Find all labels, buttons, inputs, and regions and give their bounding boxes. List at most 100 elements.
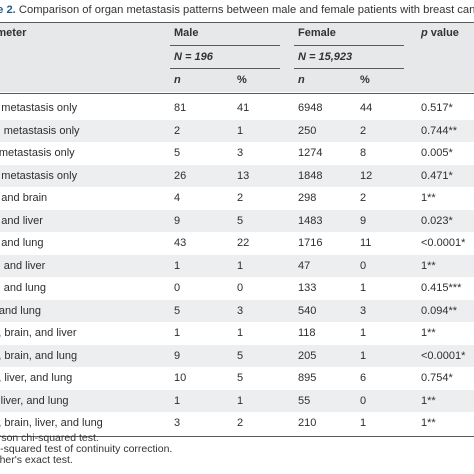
female-count: 1483 bbox=[298, 214, 323, 227]
table-title: Comparison of organ metastasis patterns … bbox=[18, 4, 474, 16]
female-percent: 11 bbox=[360, 237, 372, 249]
p-value: 0.744** bbox=[421, 124, 458, 137]
female-percent: 8 bbox=[360, 147, 367, 159]
table-row: ne and brain 4 2 298 2 1** bbox=[0, 187, 474, 210]
p-value: <0.0001* bbox=[421, 349, 466, 362]
female-percent: 3 bbox=[360, 304, 367, 317]
female-total: N = 15,923 bbox=[298, 51, 353, 63]
p-value: 1** bbox=[421, 394, 436, 407]
female-count: 540 bbox=[298, 304, 317, 317]
male-count: 3 bbox=[174, 417, 181, 429]
table-row: er and lung 5 3 540 3 0.094** bbox=[0, 299, 474, 322]
female-count: 133 bbox=[298, 282, 317, 294]
table-row: ne and lung 43 22 1716 11 <0.0001* bbox=[0, 232, 474, 255]
table-row: ne, brain, and lung 9 5 205 1 <0.0001* bbox=[0, 344, 474, 367]
row-parameter: ain metastasis only bbox=[0, 124, 80, 137]
male-percent: 22 bbox=[237, 237, 250, 249]
p-value: 0.517* bbox=[421, 102, 453, 114]
table-header bbox=[0, 22, 474, 92]
row-parameter: ne, liver, and lung bbox=[0, 372, 73, 384]
female-percent: 0 bbox=[360, 394, 367, 407]
female-percent: 1 bbox=[360, 417, 367, 429]
footnote: isher's exact test. bbox=[0, 454, 73, 466]
table-row: ain and liver 1 1 47 0 1** bbox=[0, 254, 474, 277]
table-row: ne, liver, and lung 10 5 895 6 0.754* bbox=[0, 367, 474, 390]
row-parameter: ne, brain, and liver bbox=[0, 327, 77, 339]
female-sub-rule bbox=[294, 68, 404, 69]
row-parameter: ne metastasis only bbox=[0, 102, 78, 114]
male-percent: 0 bbox=[237, 282, 244, 294]
row-parameter: ng metastasis only bbox=[0, 169, 78, 182]
female-count: 1274 bbox=[298, 147, 323, 159]
table-row: ne metastasis only 81 41 6948 44 0.517* bbox=[0, 97, 474, 120]
male-percent: 5 bbox=[237, 372, 244, 384]
table-bottom-rule bbox=[0, 435, 474, 437]
p-value: 0.005* bbox=[421, 147, 453, 159]
female-count: 47 bbox=[298, 259, 311, 272]
row-parameter: ain and liver bbox=[0, 259, 46, 272]
male-percent: 13 bbox=[237, 169, 250, 182]
female-count: 1716 bbox=[298, 237, 323, 249]
p-value: 1** bbox=[421, 192, 436, 204]
male-percent: 3 bbox=[237, 304, 244, 317]
p-value: <0.0001* bbox=[421, 237, 466, 249]
row-parameter: ne and lung bbox=[0, 237, 44, 249]
male-count: 26 bbox=[174, 169, 187, 182]
female-percent: 12 bbox=[360, 169, 373, 182]
row-parameter: er and lung bbox=[0, 304, 42, 317]
male-percent: 1 bbox=[237, 394, 244, 407]
male-total: N = 196 bbox=[174, 51, 213, 63]
female-count: 250 bbox=[298, 124, 317, 137]
p-value: 0.471* bbox=[421, 169, 453, 182]
p-value: 0.754* bbox=[421, 372, 453, 384]
row-parameter: in, liver, and lung bbox=[0, 394, 69, 407]
female-n-header: n bbox=[298, 74, 305, 86]
table-row: er metastasis only 5 3 1274 8 0.005* bbox=[0, 142, 474, 165]
table-caption: le 2. Comparison of organ metastasis pat… bbox=[0, 4, 474, 16]
female-percent: 6 bbox=[360, 372, 367, 384]
male-count: 0 bbox=[174, 282, 181, 294]
male-percent: 41 bbox=[237, 102, 250, 114]
table-label: le 2. bbox=[0, 4, 16, 16]
p-value: 0.415*** bbox=[421, 282, 462, 294]
male-count: 4 bbox=[174, 192, 181, 204]
row-parameter: ne, brain, and lung bbox=[0, 349, 78, 362]
p-value: 1** bbox=[421, 259, 436, 272]
female-percent: 2 bbox=[360, 192, 367, 204]
female-percent: 1 bbox=[360, 282, 367, 294]
header-male: Male bbox=[174, 27, 199, 39]
table-row: ne and liver 9 5 1483 9 0.023* bbox=[0, 209, 474, 232]
female-count: 118 bbox=[298, 327, 316, 339]
male-percent: 2 bbox=[237, 417, 244, 429]
female-count: 895 bbox=[298, 372, 317, 384]
male-percent: 1 bbox=[237, 124, 244, 137]
table-row: ne, brain, and liver 1 1 118 1 1** bbox=[0, 322, 474, 345]
row-parameter: ain and lung bbox=[0, 282, 46, 294]
female-count: 298 bbox=[298, 192, 317, 204]
female-count: 55 bbox=[298, 394, 311, 407]
female-percent: 44 bbox=[360, 102, 373, 114]
footnote: hi-squared test of continuity correction… bbox=[0, 443, 173, 455]
table-row: ain metastasis only 2 1 250 2 0.744** bbox=[0, 119, 474, 142]
male-rule bbox=[170, 45, 280, 46]
table-row: in, liver, and lung 1 1 55 0 1** bbox=[0, 389, 474, 412]
female-count: 1848 bbox=[298, 169, 323, 182]
male-count: 1 bbox=[174, 259, 181, 272]
male-percent: 2 bbox=[237, 192, 244, 204]
row-parameter: ne and liver bbox=[0, 214, 43, 227]
male-count: 5 bbox=[174, 304, 181, 317]
male-pct-header: % bbox=[237, 74, 247, 86]
male-count: 1 bbox=[174, 394, 181, 407]
header-female: Female bbox=[298, 27, 336, 39]
male-count: 10 bbox=[174, 372, 187, 384]
female-count: 210 bbox=[298, 417, 317, 429]
header-p-value: p value bbox=[421, 27, 459, 39]
male-percent: 3 bbox=[237, 147, 244, 159]
female-count: 205 bbox=[298, 349, 317, 362]
female-pct-header: % bbox=[360, 74, 370, 86]
row-parameter: ne and brain bbox=[0, 192, 48, 204]
table-row: ng metastasis only 26 13 1848 12 0.471* bbox=[0, 164, 474, 187]
p-value: 0.023* bbox=[421, 214, 453, 227]
female-percent: 9 bbox=[360, 214, 367, 227]
male-count: 2 bbox=[174, 124, 181, 137]
